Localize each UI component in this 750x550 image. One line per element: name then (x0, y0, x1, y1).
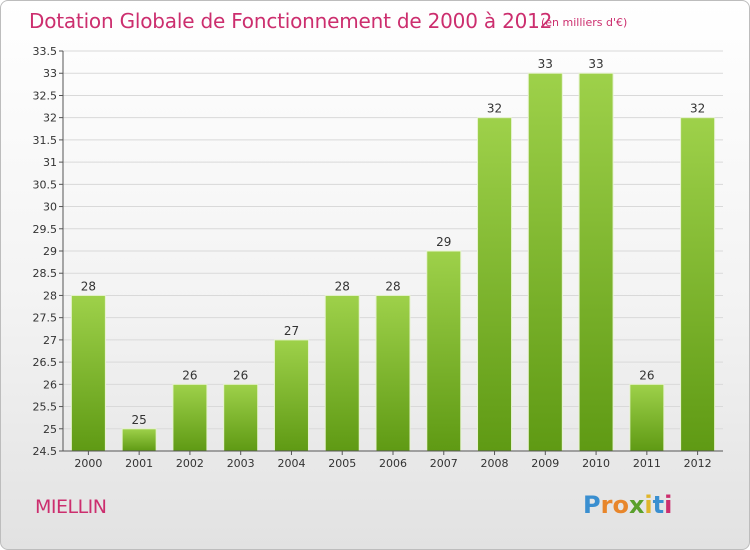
logo-letter: r (600, 491, 613, 519)
bar-value-label: 25 (132, 413, 147, 427)
y-tick-label: 32 (43, 112, 57, 125)
x-tick-label: 2010 (582, 457, 610, 470)
y-tick-label: 27 (43, 334, 57, 347)
x-tick-label: 2005 (328, 457, 356, 470)
bar-2001 (121, 428, 157, 452)
y-tick-label: 32.5 (33, 89, 58, 102)
y-tick-label: 26.5 (33, 356, 58, 369)
bar-2009 (527, 72, 563, 452)
x-tick-label: 2004 (277, 457, 305, 470)
bars (70, 72, 716, 452)
y-tick-label: 31 (43, 156, 57, 169)
bar-2011 (629, 383, 665, 452)
logo-letter: P (583, 491, 601, 519)
y-tick-label: 31.5 (33, 134, 58, 147)
commune-name: MIELLIN (35, 496, 107, 518)
bar-2008 (477, 117, 513, 452)
bar-value-label: 33 (538, 57, 553, 71)
bar-2000 (70, 294, 106, 452)
logo-letter: o (612, 491, 629, 519)
bar-value-label: 28 (81, 279, 96, 293)
bar-value-label: 26 (639, 368, 654, 382)
y-tick-label: 27.5 (33, 312, 58, 325)
bar-2012 (680, 117, 716, 452)
bar-value-label: 29 (436, 235, 451, 249)
x-tick-label: 2000 (74, 457, 102, 470)
bar-2005 (324, 294, 360, 452)
y-tick-label: 29.5 (33, 223, 58, 236)
x-tick-label: 2003 (227, 457, 255, 470)
logo-letter: i (664, 491, 673, 519)
x-tick-label: 2001 (125, 457, 153, 470)
y-tick-label: 29 (43, 245, 57, 258)
bar-value-label: 26 (233, 368, 248, 382)
bar-2007 (426, 250, 462, 452)
logo-letter: i (644, 491, 653, 519)
bar-2004 (273, 339, 309, 452)
bar-value-label: 33 (588, 57, 603, 71)
y-tick-label: 30 (43, 201, 57, 214)
bar-value-label: 32 (690, 102, 705, 116)
bar-2003 (223, 383, 259, 452)
y-tick-label: 25.5 (33, 401, 58, 414)
y-tick-label: 30.5 (33, 178, 58, 191)
axes: 24.5 25 25.5 26 26.5 27 27.5 28 28.5 29 29.5 30 30.5… (33, 45, 723, 470)
bar-2010 (578, 72, 614, 452)
bar-value-label: 27 (284, 324, 299, 338)
x-tick-label: 2002 (176, 457, 204, 470)
proxiti-logo[interactable]: Proxiti (583, 491, 672, 519)
x-tick-label: 2009 (531, 457, 559, 470)
x-tick-label: 2008 (481, 457, 509, 470)
chart-subtitle: (en milliers d'€) (541, 16, 628, 29)
bar-value-label: 26 (182, 368, 197, 382)
logo-letter: x (628, 491, 645, 519)
x-tick-label: 2011 (633, 457, 661, 470)
x-tick-label: 2012 (684, 457, 712, 470)
y-tick-label: 28.5 (33, 267, 58, 280)
bar-value-label: 28 (385, 279, 400, 293)
y-tick-label: 24.5 (33, 445, 58, 458)
bar-value-label: 28 (335, 279, 350, 293)
y-tick-label: 26 (43, 378, 57, 391)
y-tick-label: 33.5 (33, 45, 58, 58)
y-tick-label: 25 (43, 423, 57, 436)
y-tick-label: 33 (43, 67, 57, 80)
x-tick-label: 2006 (379, 457, 407, 470)
bar-2002 (172, 383, 208, 452)
logo-letter: t (652, 491, 665, 519)
bar-value-label: 32 (487, 102, 502, 116)
chart-title: Dotation Globale de Fonctionnement de 20… (29, 9, 553, 33)
value-labels: 28 25 26 26 27 28 28 29 32 33 33 26 32 (81, 57, 706, 427)
x-tick-label: 2007 (430, 457, 458, 470)
bar-2006 (375, 294, 411, 452)
y-tick-label: 28 (43, 289, 57, 302)
